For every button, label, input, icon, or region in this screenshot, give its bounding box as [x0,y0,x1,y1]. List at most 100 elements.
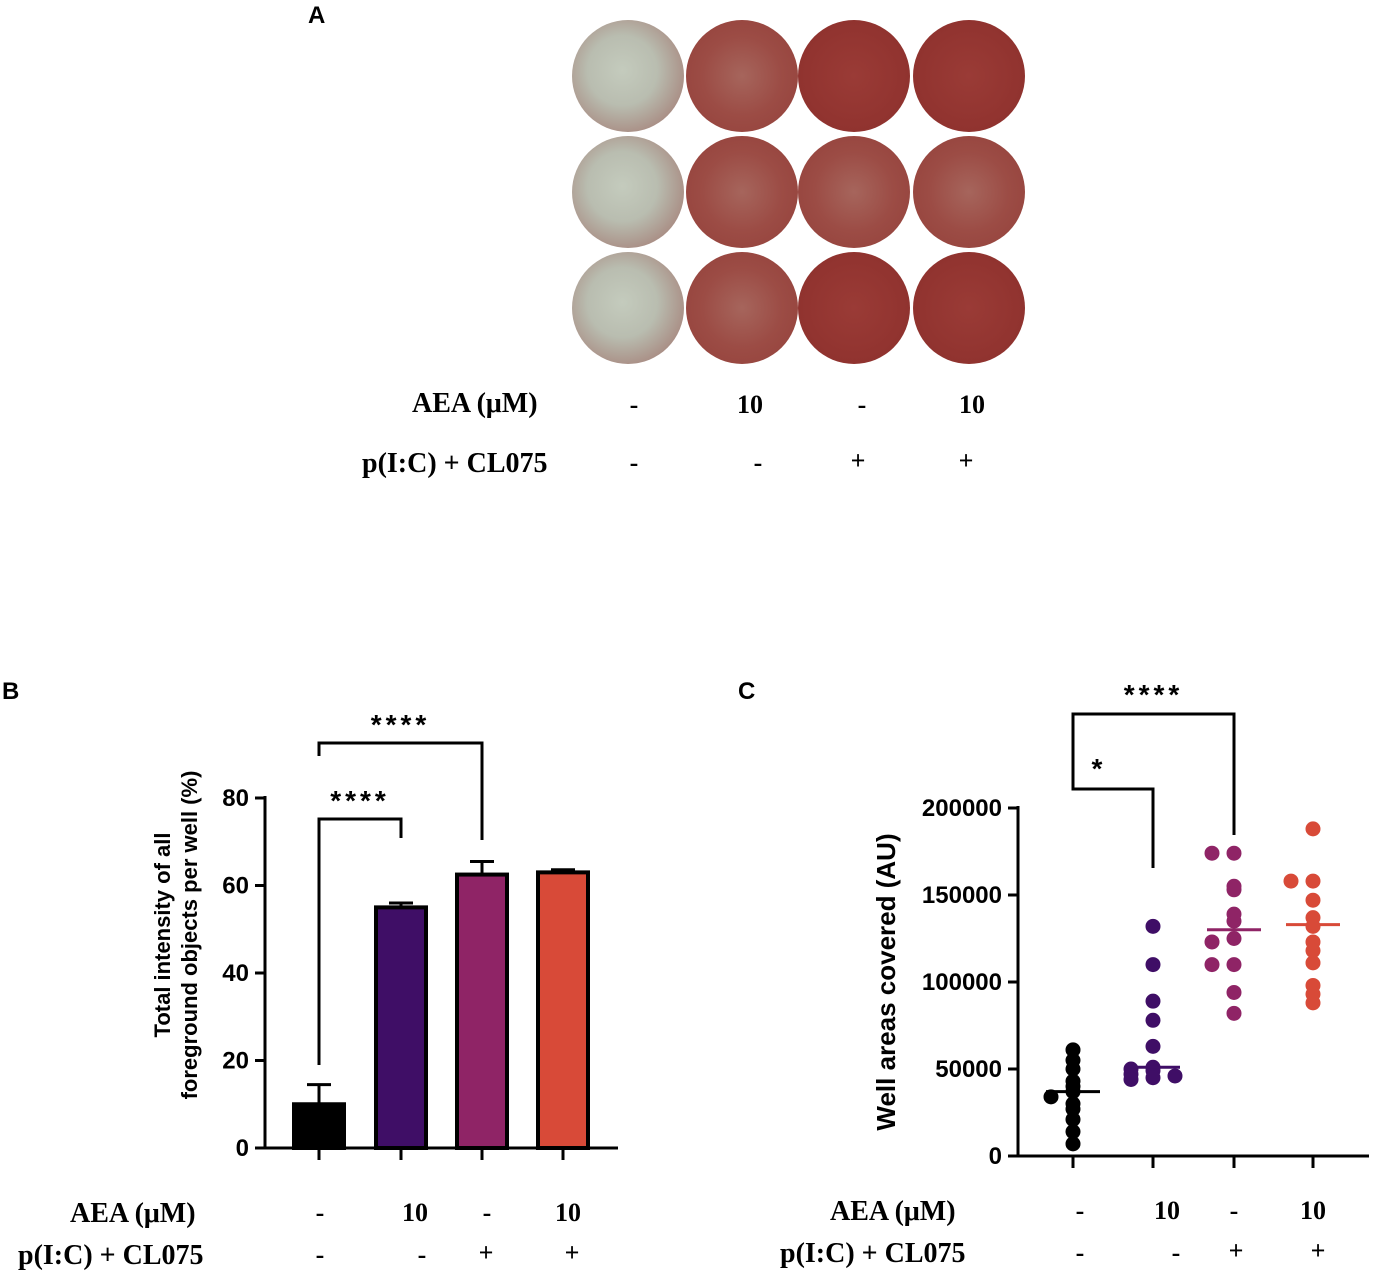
bar-chart: Total intensity of all foreground object… [150,709,618,1162]
data-point [1283,873,1299,889]
panel-b-aea-value-4: 10 [555,1198,581,1227]
data-point [1226,882,1242,898]
data-point [1226,845,1242,861]
y-tick-label: 20 [222,1048,249,1075]
data-point [1305,955,1321,971]
y-tick-label: 0 [236,1135,249,1162]
y-tick-label: 40 [222,960,249,987]
panel-b-letter: B [2,678,20,705]
significance-label-top: **** [1124,679,1184,710]
well-r2-c1 [572,136,684,248]
well-r1-c4 [913,20,1025,132]
panel-c-pic-value-2: - [1171,1238,1181,1267]
y-tick-label: 80 [222,785,249,812]
data-point [1226,1005,1242,1021]
bar-1 [292,1102,346,1150]
data-point [1145,1038,1161,1054]
data-point [1123,1071,1139,1087]
data-point [1065,1042,1081,1058]
data-point [1065,1124,1081,1140]
data-point [1204,957,1220,973]
well-r2-c3 [798,136,910,248]
well-r2-c4 [913,136,1025,248]
data-point [1145,957,1161,973]
data-point [1226,957,1242,973]
well-r1-c2 [686,20,798,132]
data-point [1145,1070,1161,1086]
bar-3 [455,872,509,1150]
panel-b-pic-value-4: + [564,1238,580,1267]
significance-bracket-top [1071,712,1236,835]
y-tick-label: 200000 [922,795,1002,822]
panel-b-aea-value-1: - [315,1198,325,1227]
data-point [1204,934,1220,950]
data-point [1305,995,1321,1011]
well-plate-image [572,20,1028,365]
y-tick-label: 50000 [935,1056,1002,1083]
well-r3-c2 [686,252,798,364]
scatter-chart: Well areas covered (AU) 0 50000 100000 1500… [871,679,1369,1170]
y-axis-label-line-1: Total intensity of all [150,833,175,1038]
well-r3-c1 [572,252,684,364]
panel-c-pic-value-3: + [1228,1236,1244,1265]
y-tick-label: 100000 [922,969,1002,996]
bar-2 [374,905,428,1150]
panel-a-aea-label: AEA (μM) [412,388,538,419]
data-point [1305,873,1321,889]
y-tick-label: 150000 [922,882,1002,909]
data-point [1145,918,1161,934]
well-r3-c4 [913,252,1025,364]
panel-a-aea-value-3: - [857,390,867,419]
significance-label-bottom: * [1092,753,1103,784]
data-point [1226,931,1242,946]
well-r1-c1 [572,20,684,132]
panel-a-pic-value-1: - [629,448,639,477]
panel-c-aea-value-4: 10 [1300,1196,1326,1225]
panel-c-aea-value-2: 10 [1154,1196,1180,1225]
panel-c-pic-value-1: - [1075,1238,1085,1267]
panel-a-letter: A [308,2,326,29]
data-point [1065,1136,1081,1152]
panel-c-aea-label: AEA (μM) [830,1196,956,1227]
panel-a-pic-value-3: + [850,446,866,475]
well-r1-c3 [798,20,910,132]
panel-c-aea-value-1: - [1075,1196,1085,1225]
data-point [1305,918,1321,934]
data-point [1204,845,1220,861]
data-point [1145,1012,1161,1028]
significance-bracket-bottom [317,817,403,1065]
y-tick-label: 0 [989,1143,1002,1170]
panel-a-pic-value-4: + [958,446,974,475]
panel-b-aea-value-2: 10 [402,1198,428,1227]
y-tick-label: 60 [222,873,249,900]
panel-b-pic-value-1: - [315,1240,325,1269]
panel-b-pic-value-2: - [417,1240,427,1269]
significance-label-top: **** [371,709,431,740]
panel-b-pic-value-3: + [478,1238,494,1267]
data-point [1305,821,1321,837]
panel-a-pic-label: p(I:C) + CL075 [362,448,548,479]
significance-label-bottom: **** [330,785,390,816]
significance-bracket-top [317,741,484,840]
bar-4 [536,870,590,1150]
panel-b-aea-value-3: - [482,1198,492,1227]
data-point [1167,1068,1183,1084]
data-point [1305,892,1321,908]
well-r3-c3 [798,252,910,364]
well-r2-c2 [686,136,798,248]
panel-a-pic-value-2: - [753,448,763,477]
data-point [1226,984,1242,1000]
significance-bracket-bottom [1071,770,1155,868]
panel-a-aea-value-1: - [629,390,639,419]
data-point [1065,1101,1081,1117]
data-point [1065,1061,1081,1077]
data-point [1305,943,1321,959]
panel-b-pic-label: p(I:C) + CL075 [18,1240,204,1271]
data-point [1145,993,1161,1009]
panel-c-aea-value-3: - [1229,1196,1239,1225]
y-axis-label: Well areas covered (AU) [871,833,901,1130]
panel-c-pic-value-4: + [1310,1236,1326,1265]
panel-c-pic-label: p(I:C) + CL075 [780,1238,966,1269]
y-axis-label-line-2: foreground objects per well (%) [177,771,202,1100]
panel-c-letter: C [738,678,756,705]
